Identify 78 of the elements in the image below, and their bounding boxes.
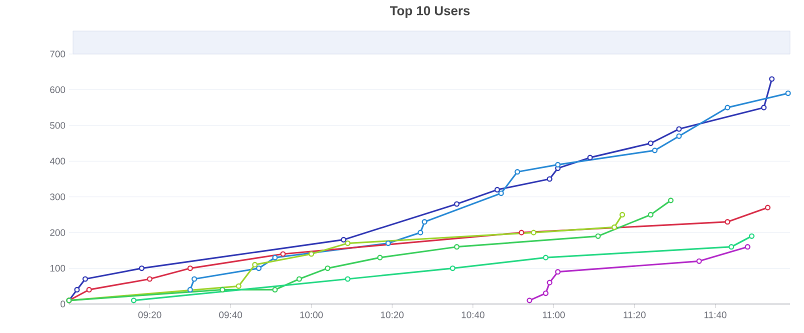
y-tick-label: 300 <box>50 194 66 200</box>
point <box>494 186 500 193</box>
point <box>676 133 682 139</box>
point <box>595 233 601 239</box>
x-tick-label: 10:40 <box>462 312 484 318</box>
point <box>785 90 791 96</box>
point <box>652 148 658 154</box>
point <box>418 230 424 236</box>
point <box>555 162 561 168</box>
x-tick-label: 10:20 <box>381 312 404 318</box>
y-tick-label: 400 <box>50 158 66 164</box>
point <box>764 204 771 210</box>
point <box>542 254 549 260</box>
point <box>518 230 524 236</box>
point <box>236 283 242 289</box>
point <box>546 176 552 182</box>
point <box>454 201 460 207</box>
point <box>272 286 278 293</box>
point <box>450 265 456 272</box>
point <box>648 140 654 146</box>
point <box>724 104 730 110</box>
point <box>252 262 258 268</box>
point <box>344 240 351 246</box>
point <box>86 286 92 293</box>
point <box>220 286 226 293</box>
point <box>587 154 593 160</box>
point <box>724 219 730 225</box>
point <box>280 251 286 257</box>
x-tick-label: 10:00 <box>300 312 323 318</box>
point <box>82 276 88 282</box>
point <box>769 76 775 82</box>
point <box>454 244 460 250</box>
point <box>612 224 618 230</box>
y-tick-label: 500 <box>50 122 66 129</box>
point <box>138 265 145 272</box>
x-tick-label: 11:20 <box>624 312 646 318</box>
point <box>744 244 750 250</box>
point <box>192 276 198 282</box>
point <box>514 169 520 175</box>
point <box>542 290 549 296</box>
point <box>620 212 626 218</box>
point <box>272 254 278 260</box>
y-tick-label: 700 <box>50 50 66 58</box>
point <box>130 298 137 304</box>
x-tick-label: 09:40 <box>219 312 242 318</box>
point <box>498 190 504 196</box>
point <box>74 286 80 293</box>
point <box>530 230 536 236</box>
y-tick-label: 600 <box>50 86 66 94</box>
x-tick-label: 11:00 <box>542 312 565 318</box>
point <box>324 265 330 272</box>
point <box>676 126 682 132</box>
point <box>422 219 428 225</box>
point <box>187 286 193 293</box>
point <box>256 265 262 272</box>
point <box>296 276 302 282</box>
point <box>187 265 193 272</box>
x-tick-label: 09:20 <box>138 312 162 318</box>
y-tick-label: 100 <box>50 264 66 272</box>
point <box>761 104 767 110</box>
x-tick-label: 11:40 <box>704 312 726 318</box>
y-tick-label: 0 <box>60 300 66 308</box>
point <box>377 254 383 260</box>
point <box>546 280 552 286</box>
point <box>668 198 674 204</box>
point <box>146 276 153 282</box>
chart-title: Top 10 Users <box>390 6 470 18</box>
point <box>748 233 755 239</box>
point <box>648 212 654 218</box>
point <box>526 298 532 304</box>
point <box>385 240 391 246</box>
point <box>728 244 734 250</box>
y-tick-label: 200 <box>50 229 66 236</box>
point <box>308 251 314 257</box>
point <box>555 269 561 275</box>
point <box>696 258 702 264</box>
point <box>340 236 346 243</box>
point <box>344 276 351 282</box>
